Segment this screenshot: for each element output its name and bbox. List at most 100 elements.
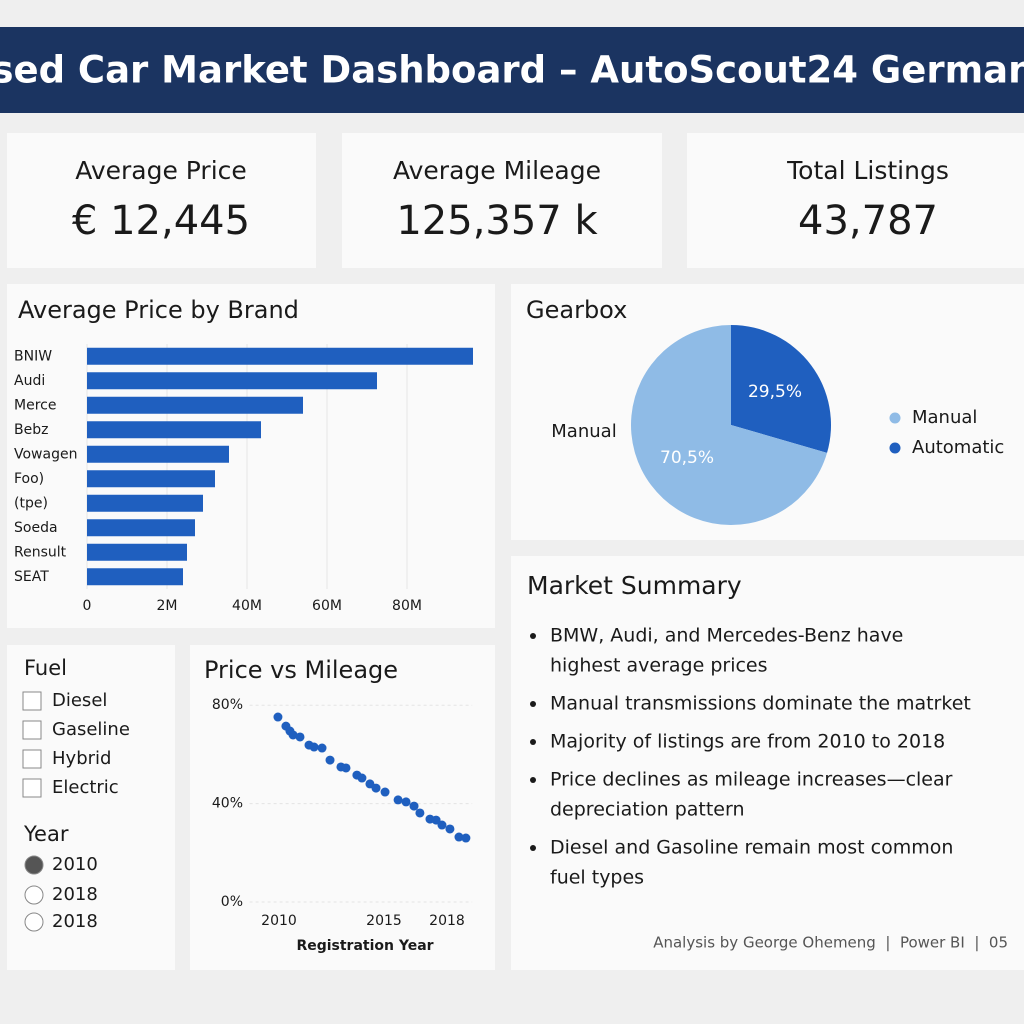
scatter-point bbox=[288, 730, 298, 740]
scatter-point bbox=[431, 815, 441, 825]
checkbox[interactable] bbox=[22, 691, 42, 711]
x-tick-label: 2015 bbox=[366, 913, 402, 929]
checkbox-label[interactable]: Hybrid bbox=[52, 748, 111, 769]
pie-category-label: Manual bbox=[551, 421, 616, 442]
summary-text: Diesel and Gasoline remain most common bbox=[550, 837, 953, 859]
scatter-point bbox=[393, 795, 403, 805]
pie-slice bbox=[731, 325, 831, 453]
x-tick-label: 60M bbox=[312, 598, 342, 614]
summary-title: Market Summary bbox=[527, 571, 742, 600]
header-title: Used Car Market Dashboard – AutoScout24 … bbox=[0, 49, 1024, 92]
summary-text: highest average prices bbox=[550, 655, 768, 677]
checkbox[interactable] bbox=[22, 720, 42, 740]
card bbox=[7, 284, 495, 628]
scatter-point bbox=[461, 833, 471, 843]
kpi-label: Average Price bbox=[75, 156, 247, 185]
kpi-label: Total Listings bbox=[786, 156, 949, 185]
summary-text: Manual transmissions dominate the matrke… bbox=[550, 693, 971, 715]
bar bbox=[87, 494, 203, 512]
bar bbox=[87, 519, 195, 537]
scatter-point bbox=[437, 820, 447, 830]
scatter-point bbox=[295, 732, 305, 742]
y-tick-label: SEAT bbox=[14, 569, 49, 585]
pie-value-label: 70,5% bbox=[660, 448, 714, 468]
checkbox-label[interactable]: Electric bbox=[52, 777, 119, 798]
scatter-point bbox=[454, 832, 464, 842]
y-tick-label: Soeda bbox=[14, 520, 58, 536]
bar bbox=[87, 470, 215, 488]
x-tick-label: 40M bbox=[232, 598, 262, 614]
bullet bbox=[530, 845, 536, 851]
filter-title: Year bbox=[23, 822, 69, 846]
checkbox[interactable] bbox=[22, 778, 42, 798]
legend-marker bbox=[889, 412, 901, 424]
y-tick-label: Bebz bbox=[14, 422, 48, 438]
x-tick-label: 2018 bbox=[429, 913, 465, 929]
x-tick-label: 2010 bbox=[261, 913, 297, 929]
scatter-point bbox=[357, 773, 367, 783]
footer: Analysis by George Ohemeng | Power BI | … bbox=[653, 934, 1008, 952]
kpi-card bbox=[342, 133, 662, 268]
header-bar bbox=[0, 27, 1024, 113]
chart-title: Price vs Mileage bbox=[204, 656, 398, 684]
y-tick-label: 80% bbox=[212, 697, 243, 713]
y-tick-label: Foo) bbox=[14, 471, 44, 487]
checkbox[interactable] bbox=[22, 749, 42, 769]
checkbox-label[interactable]: Gaseline bbox=[52, 719, 130, 740]
kpi-card bbox=[7, 133, 316, 268]
bar bbox=[87, 445, 229, 463]
scatter-point bbox=[380, 787, 390, 797]
scatter-point bbox=[415, 808, 425, 818]
radio-label[interactable]: 2010 bbox=[52, 854, 98, 875]
scatter-point bbox=[273, 712, 283, 722]
summary-text: depreciation pattern bbox=[550, 799, 745, 821]
scatter-point bbox=[401, 797, 411, 807]
chart-title: Gearbox bbox=[526, 296, 627, 324]
bar bbox=[87, 543, 187, 561]
legend-label: Automatic bbox=[912, 437, 1004, 458]
kpi-value: 43,787 bbox=[798, 198, 938, 244]
bar bbox=[87, 347, 473, 365]
legend-label: Manual bbox=[912, 407, 977, 428]
summary-text: Majority of listings are from 2010 to 20… bbox=[550, 731, 945, 753]
y-tick-label: 0% bbox=[221, 894, 243, 910]
scatter-point bbox=[445, 824, 455, 834]
x-axis-label: Registration Year bbox=[296, 938, 433, 954]
bullet bbox=[530, 777, 536, 783]
y-tick-label: Audi bbox=[14, 373, 45, 389]
scatter-point bbox=[341, 763, 351, 773]
checkbox-label[interactable]: Diesel bbox=[52, 690, 107, 711]
bar bbox=[87, 396, 303, 414]
kpi-value: € 12,445 bbox=[72, 198, 250, 244]
card bbox=[190, 645, 495, 970]
legend-marker bbox=[889, 442, 901, 454]
bullet bbox=[530, 701, 536, 707]
bullet bbox=[530, 633, 536, 639]
radio-label[interactable]: 2018 bbox=[52, 884, 98, 905]
radio[interactable] bbox=[24, 912, 44, 932]
radio[interactable] bbox=[24, 855, 44, 875]
summary-text: BMW, Audi, and Mercedes-Benz have bbox=[550, 625, 903, 647]
card bbox=[511, 556, 1024, 970]
scatter-point bbox=[317, 743, 327, 753]
scatter-point bbox=[325, 755, 335, 765]
y-tick-label: Rensult bbox=[14, 544, 67, 560]
y-tick-label: 40% bbox=[212, 796, 243, 812]
radio-label[interactable]: 2018 bbox=[52, 911, 98, 932]
kpi-value: 125,357 k bbox=[396, 198, 598, 244]
pie-slice bbox=[631, 325, 828, 526]
bar bbox=[87, 421, 261, 439]
y-tick-label: Merce bbox=[14, 397, 56, 413]
bar bbox=[87, 372, 377, 390]
y-tick-label: BNIW bbox=[14, 348, 52, 364]
radio[interactable] bbox=[24, 885, 44, 905]
x-tick-label: 80M bbox=[392, 598, 422, 614]
summary-text: Price declines as mileage increases—clea… bbox=[550, 769, 953, 791]
x-tick-label: 2M bbox=[157, 598, 178, 614]
kpi-label: Average Mileage bbox=[393, 156, 601, 185]
scatter-point bbox=[309, 742, 319, 752]
bullet bbox=[530, 739, 536, 745]
summary-text: fuel types bbox=[550, 867, 644, 889]
kpi-card bbox=[687, 133, 1024, 268]
